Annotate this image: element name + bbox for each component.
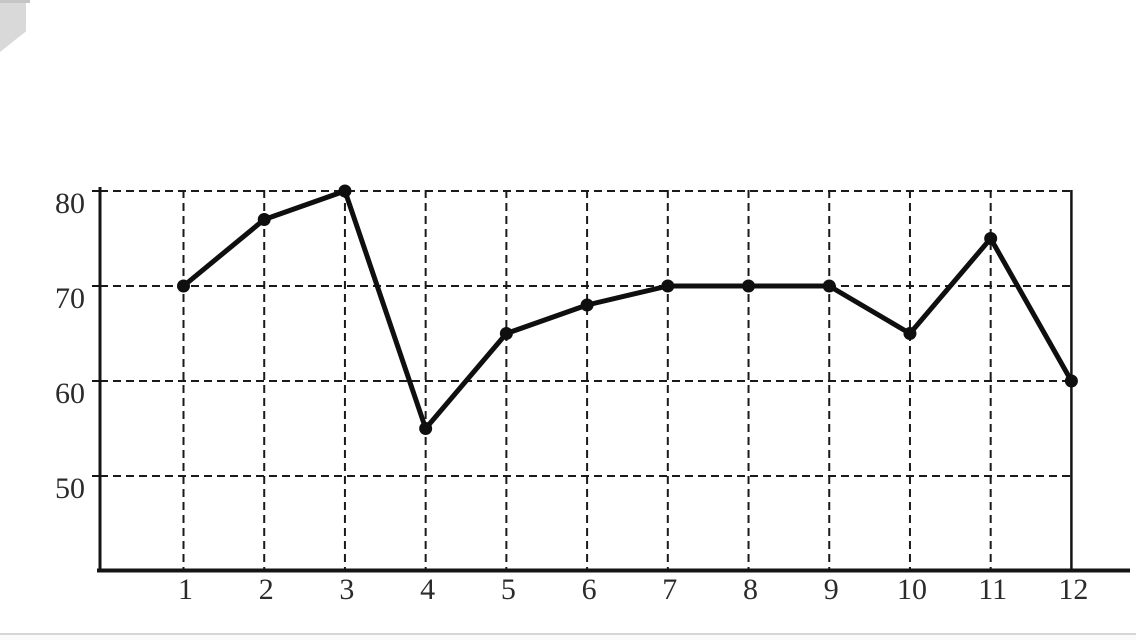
y-tick-label: 80 [55,187,85,220]
data-point [742,279,756,293]
x-tick-label: 9 [824,573,839,606]
x-tick-label: 10 [897,573,927,606]
page-bottom-edge [0,633,1136,635]
y-tick-label: 50 [55,472,85,505]
data-point [338,184,352,198]
data-point [984,232,998,245]
data-point [499,327,513,340]
data-point [177,279,190,293]
data-point [1064,374,1078,388]
data-point [257,213,271,226]
x-tick-label: 1 [178,573,193,606]
y-tick-label: 70 [55,282,85,315]
x-tick-label: 8 [743,573,758,606]
page-bottom-margin [0,635,1136,640]
x-tick-label: 11 [978,573,1007,606]
data-point [580,298,594,312]
data-line [181,188,1074,431]
x-tick-label: 5 [501,573,516,606]
x-tick-label: 2 [259,573,274,606]
x-tick-label: 3 [339,573,354,606]
data-point [661,279,675,293]
x-tick-label: 12 [1058,573,1088,606]
data-point [822,279,836,293]
x-tick-label: 4 [420,573,435,606]
page-corner-strip [0,0,30,3]
x-tick-label: 6 [582,573,597,606]
data-point [419,422,433,435]
y-tick-label: 60 [55,377,85,410]
data-point [903,327,917,340]
x-tick-label: 7 [662,573,677,606]
